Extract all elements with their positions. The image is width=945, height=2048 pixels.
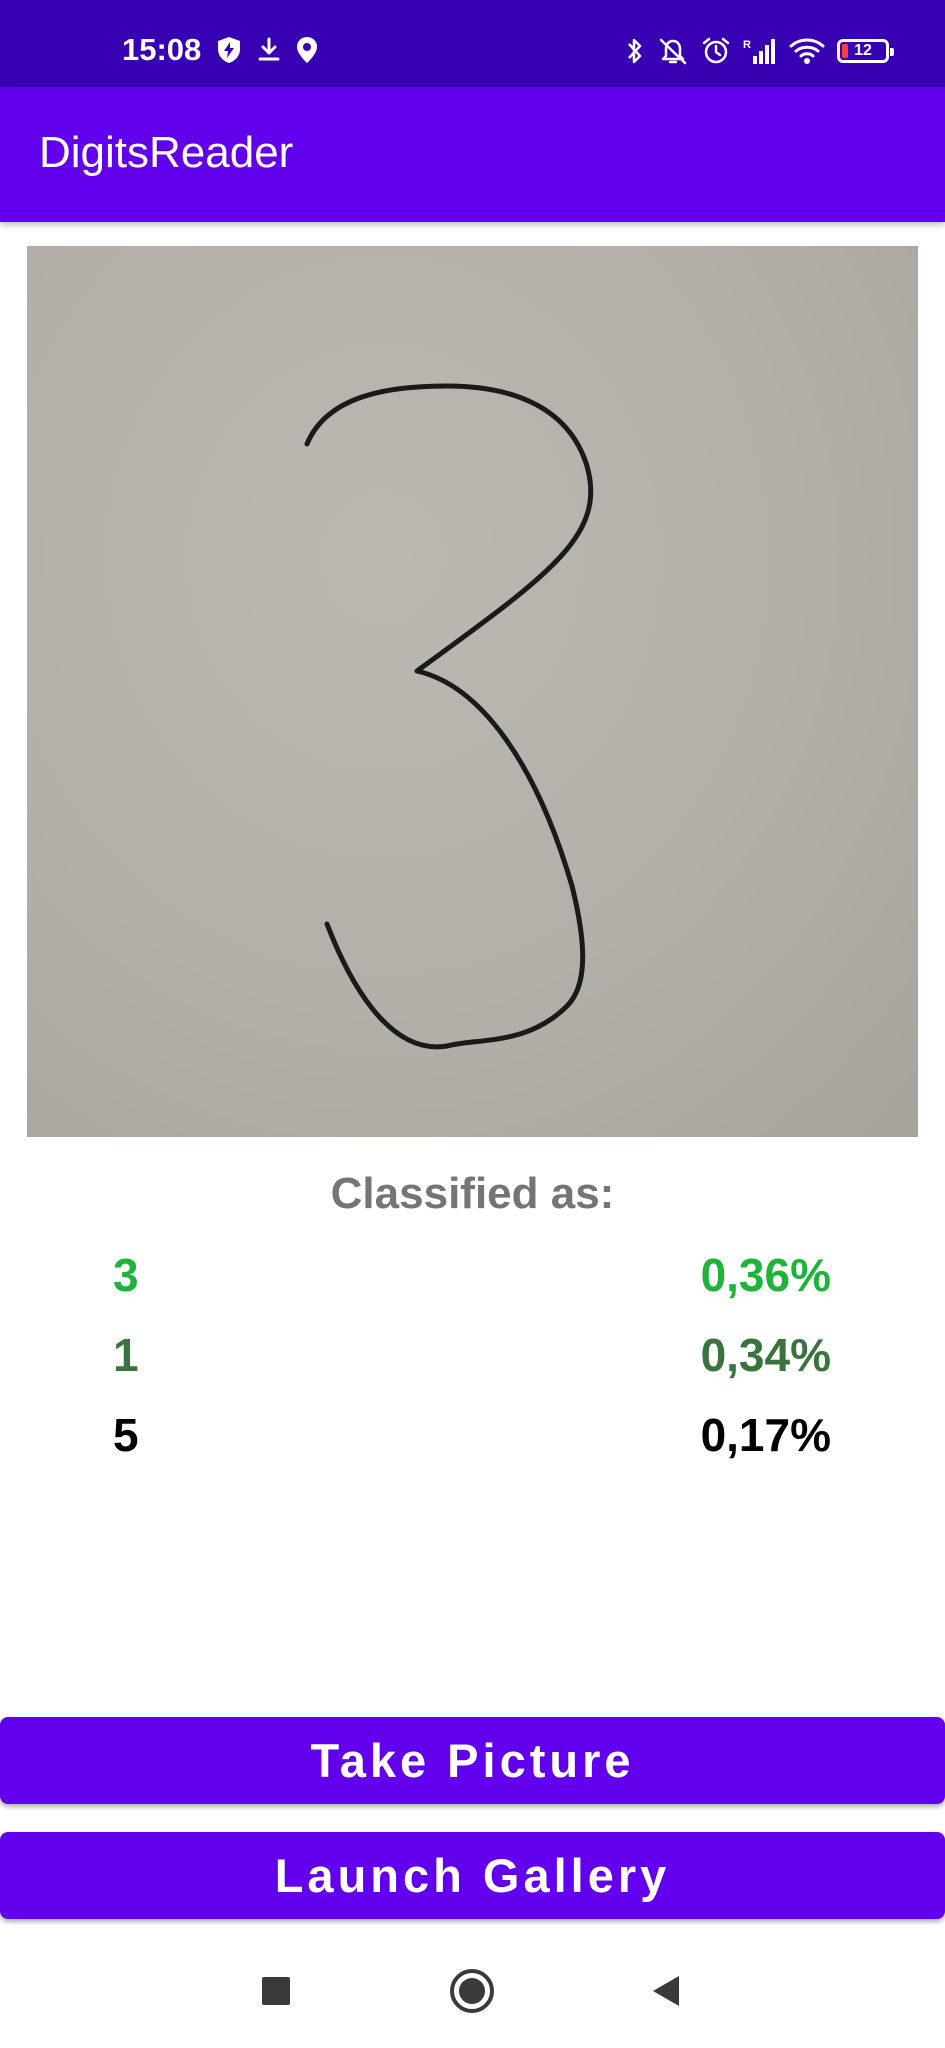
launch-gallery-button[interactable]: Launch Gallery [0,1832,945,1919]
location-pin-icon [296,36,318,64]
navigation-bar [0,1935,945,2048]
back-triangle-icon[interactable] [638,1963,694,2019]
classified-label: Classified as: [330,1169,615,1218]
result-digit: 1 [113,1329,139,1381]
take-picture-button[interactable]: Take Picture [0,1717,945,1804]
result-row: 3 0,36% [0,1252,945,1312]
status-time: 15:08 [122,32,202,67]
battery-tip [890,48,894,56]
bluetooth-icon [625,36,645,66]
app-bar: DigitsReader [0,87,945,222]
alarm-icon [701,36,731,66]
recents-square-icon[interactable] [248,1963,304,2019]
battery-fill [842,44,848,58]
svg-text:R: R [743,39,751,51]
result-digit: 3 [113,1249,139,1301]
status-right-icons: R 12 [625,36,894,66]
result-probability: 0,34% [700,1329,831,1381]
digit-photo [27,246,918,1137]
battery-icon: 12 [837,39,894,63]
status-bar: 15:08 [0,0,945,87]
download-icon [256,36,282,64]
signal-icon: R [743,36,777,66]
result-probability: 0,36% [700,1249,831,1301]
handwritten-digit-drawing [304,383,594,1050]
home-circle-icon[interactable] [444,1963,500,2019]
result-digit: 5 [113,1409,139,1461]
wifi-icon [789,36,825,66]
app-title: DigitsReader [39,128,294,177]
shield-bolt-icon [216,36,242,64]
battery-level: 12 [854,42,872,59]
bell-off-icon [657,36,689,66]
status-left-icons [216,36,318,64]
result-row: 5 0,17% [0,1412,945,1472]
result-row: 1 0,34% [0,1332,945,1392]
result-probability: 0,17% [700,1409,831,1461]
